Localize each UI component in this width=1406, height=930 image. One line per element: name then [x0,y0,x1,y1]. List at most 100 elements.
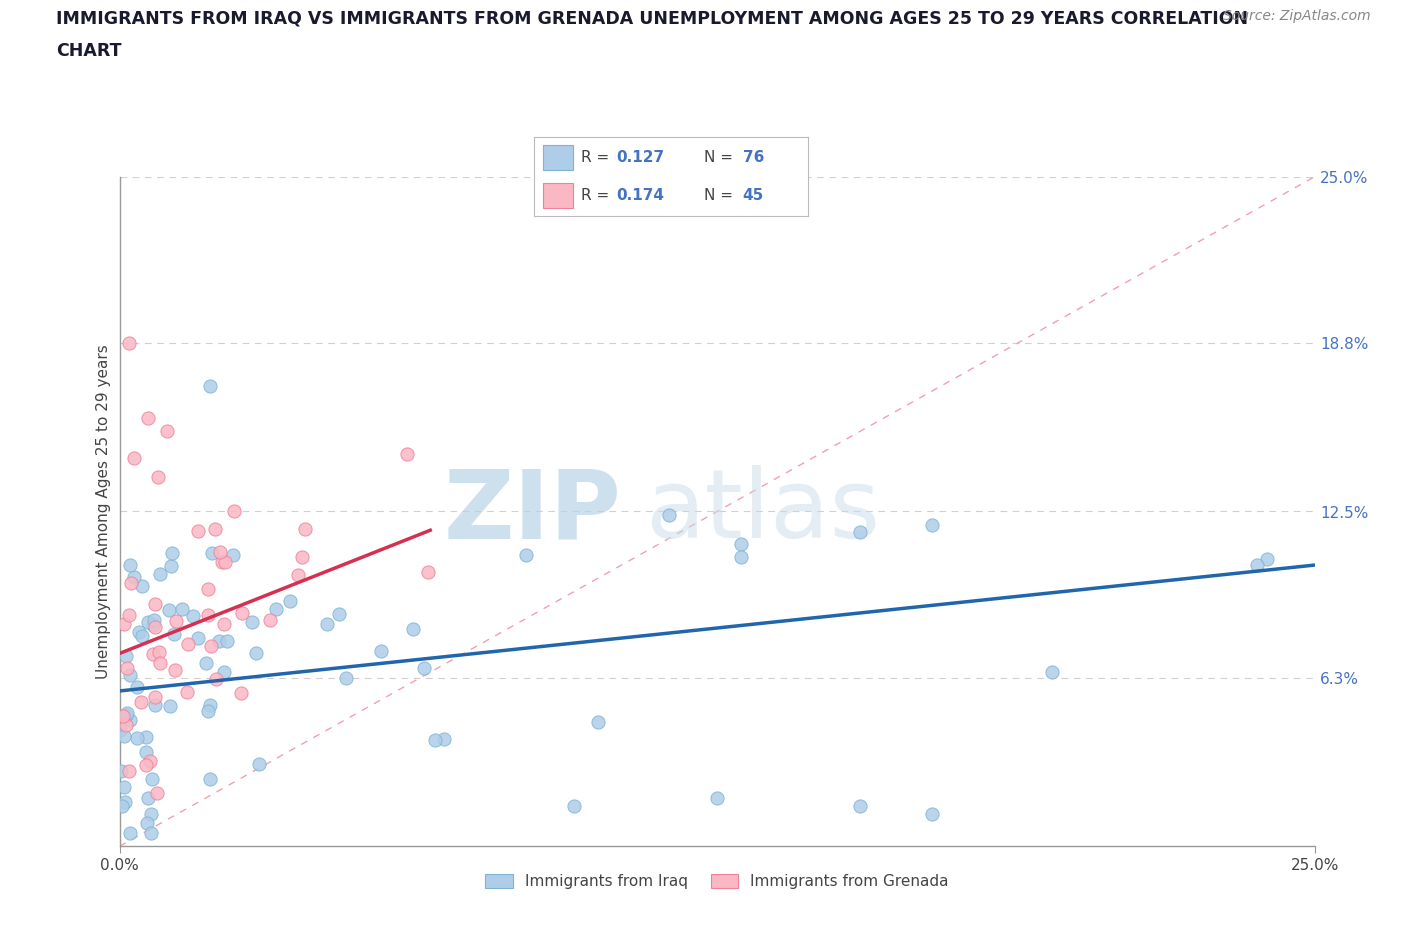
Point [122,570,145,585]
Point [135,730,157,745]
Point [200,379,222,393]
Point [370,644,392,658]
Text: N =: N = [704,188,738,203]
Text: CHART: CHART [56,42,122,60]
Point [197,608,219,623]
Point [921,806,943,821]
Point [131,578,153,593]
Point [849,799,872,814]
Point [198,772,221,787]
Point [160,546,183,561]
Point [921,518,943,533]
Point [291,550,314,565]
Point [177,636,200,651]
Point [143,619,166,634]
Point [212,617,235,631]
Point [294,521,316,536]
Point [148,644,170,659]
Point [112,728,135,743]
Point [195,656,218,671]
Point [131,629,153,644]
Point [1256,552,1278,567]
Point [142,647,165,662]
Text: IMMIGRANTS FROM IRAQ VS IMMIGRANTS FROM GRENADA UNEMPLOYMENT AMONG AGES 25 TO 29: IMMIGRANTS FROM IRAQ VS IMMIGRANTS FROM … [56,9,1249,27]
Point [146,785,169,800]
Text: Source: ZipAtlas.com: Source: ZipAtlas.com [1223,9,1371,23]
Point [562,799,585,814]
Point [658,508,681,523]
Point [136,410,159,425]
Point [416,565,439,579]
Point [1040,665,1063,680]
Point [120,576,142,591]
Point [115,660,138,675]
Point [200,639,222,654]
Point [120,712,142,727]
Point [115,708,138,723]
Point [136,816,159,830]
Point [849,525,872,539]
Text: 0.127: 0.127 [616,150,665,165]
Point [187,524,209,538]
Point [114,794,136,809]
Point [231,605,253,620]
Point [118,668,141,683]
Point [515,547,537,562]
Point [141,771,163,786]
Point [142,618,165,632]
Point [211,554,233,569]
Text: atlas: atlas [645,465,880,558]
Point [118,336,141,351]
Point [112,709,135,724]
Point [224,504,246,519]
Point [163,627,186,642]
Point [198,698,221,712]
Point [163,662,186,677]
Point [402,621,425,636]
Point [316,617,339,631]
Point [128,625,150,640]
Point [138,790,160,805]
Text: R =: R = [581,150,614,165]
Point [114,717,136,732]
Point [111,799,134,814]
Text: R =: R = [581,188,614,203]
Point [143,596,166,611]
Point [201,546,224,561]
Point [205,671,228,686]
Point [118,826,141,841]
Point [209,544,232,559]
Point [149,655,172,670]
Text: N =: N = [704,150,738,165]
Point [176,684,198,699]
Point [143,690,166,705]
Point [395,447,418,462]
Point [115,705,138,720]
Point [208,633,231,648]
Point [730,537,752,551]
Point [165,614,187,629]
Point [197,703,219,718]
Point [204,522,226,537]
Text: 45: 45 [742,188,763,203]
Legend: Immigrants from Iraq, Immigrants from Grenada: Immigrants from Iraq, Immigrants from Gr… [479,869,955,896]
Point [212,665,235,680]
Point [139,826,162,841]
Point [245,645,267,660]
Point [149,566,172,581]
Point [187,631,209,645]
Text: 76: 76 [742,150,763,165]
Point [181,608,204,623]
Point [122,450,145,465]
Point [118,764,141,778]
Point [110,764,132,778]
Point [586,715,609,730]
Point [730,550,752,565]
Point [136,615,159,630]
Point [229,685,252,700]
FancyBboxPatch shape [543,182,572,208]
Point [112,617,135,631]
Point [115,648,138,663]
Point [143,698,166,712]
Point [157,603,180,618]
